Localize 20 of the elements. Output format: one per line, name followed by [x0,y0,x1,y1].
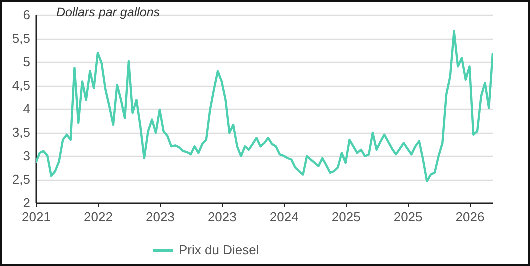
y-tick-label: 4,5 [12,78,30,93]
y-tick-label: 5 [23,54,30,70]
y-tick-label: 6 [23,8,30,22]
x-tick-label: 2025 [394,210,423,224]
y-tick-label: 3,5 [12,125,30,140]
y-tick-label: 2 [23,196,30,210]
legend-label: Prix du Diesel [179,242,260,258]
y-tick-label: 2,5 [12,172,30,187]
x-tick-label: 2021 [22,210,51,224]
line-series [36,30,493,182]
y-tick-label: 5,5 [12,31,30,46]
x-tick-label: 2022 [84,210,113,224]
y-tick-label: 4 [23,102,30,116]
x-tick-label: 2023 [146,210,175,224]
y-axis-title: Dollars par gallons [56,6,160,20]
x-tick-label: 2025 [332,210,361,224]
y-tick-label: 3 [23,148,30,164]
x-tick-label: 2026 [456,210,485,224]
x-tick-label: 2024 [270,210,299,224]
x-tick-label: 2023 [208,210,237,224]
